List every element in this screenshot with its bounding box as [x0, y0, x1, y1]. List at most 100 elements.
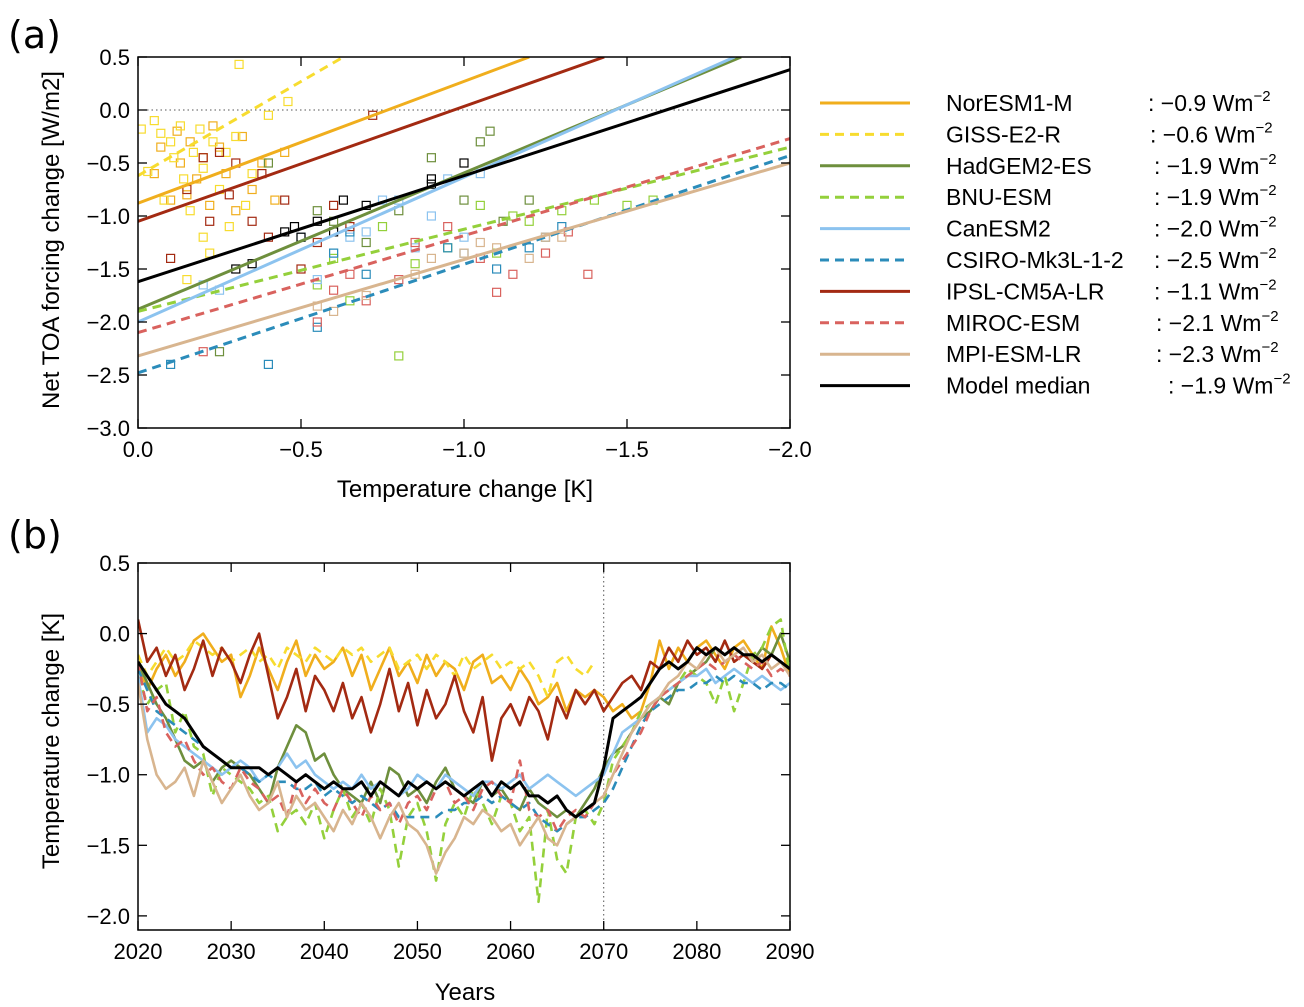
panel-b-y-tick-label: −0.5 [87, 692, 130, 717]
point-giss-e2-r [224, 222, 234, 232]
panel-a-x-tick-label: −2.0 [768, 437, 811, 462]
point-noresm1-m [156, 142, 166, 152]
point-mpi-esm-lr [524, 253, 534, 263]
fit-line-csiro-mk3l-1-2 [138, 154, 790, 375]
point-noresm1-m [214, 142, 225, 152]
point-mpi-esm-lr [475, 237, 485, 248]
panel-a-y-tick-label: −3.0 [87, 416, 130, 441]
point-giss-e2-r [247, 169, 257, 179]
series-line-giss-e2-r [138, 639, 596, 699]
point-giss-e2-r [198, 232, 208, 242]
panel-b-y-tick-label: −2.0 [87, 904, 130, 929]
legend-value-ipsl-cm5a-lr: : −1.1 Wm−2 [1154, 276, 1277, 304]
point-hadgem2-es [426, 153, 436, 163]
point-hadgem2-es [459, 195, 469, 205]
fit-line-model-median [138, 68, 790, 284]
point-giss-e2-r [240, 200, 251, 210]
fit-line-giss-e2-r [138, 57, 345, 178]
legend-label-ipsl-cm5a-lr: IPSL-CM5A-LR [946, 278, 1104, 304]
point-csiro-mk3l-1-2 [443, 243, 453, 253]
panel-a: (a) Temperature change [K] Net TOA forci… [8, 13, 812, 503]
legend-value-csiro-mk3l-1-2: : −2.5 Wm−2 [1154, 245, 1277, 273]
point-noresm1-m [257, 158, 267, 168]
point-noresm1-m [182, 190, 192, 200]
panel-a-y-tick-label: 0.0 [99, 98, 130, 123]
point-bnu-esm [410, 259, 420, 269]
legend: NorESM1-M: −0.9 Wm−2 GISS-E2-R: −0.6 Wm−2… [820, 88, 1291, 399]
panel-a-y-tick-label: −0.5 [87, 151, 130, 176]
point-csiro-mk3l-1-2 [312, 322, 322, 332]
point-hadgem2-es [485, 126, 495, 136]
panel-b-x-tick-label: 2080 [672, 939, 721, 964]
point-noresm1-m [208, 121, 218, 131]
panel-b-x-tick-label: 2040 [300, 939, 349, 964]
point-giss-e2-r [231, 131, 241, 142]
panel-b-x-tick-label: 2090 [766, 939, 815, 964]
point-model-median [426, 174, 436, 184]
point-giss-e2-r [149, 115, 159, 126]
point-canesm2 [345, 232, 355, 242]
legend-label-model-median: Model median [946, 373, 1090, 399]
point-model-median [459, 158, 469, 168]
panel-b-y-tick-label: 0.0 [99, 622, 130, 647]
point-miroc-esm [540, 248, 551, 258]
point-giss-e2-r [195, 124, 205, 134]
panel-b-plot-frame [137, 562, 791, 931]
legend-label-csiro-mk3l-1-2: CSIRO-Mk3L-1-2 [946, 247, 1124, 273]
point-csiro-mk3l-1-2 [329, 248, 339, 258]
fit-line-canesm2 [138, 57, 736, 324]
point-miroc-esm [345, 269, 355, 279]
point-giss-e2-r [179, 174, 189, 184]
point-miroc-esm [492, 287, 502, 297]
point-csiro-mk3l-1-2 [361, 269, 371, 279]
legend-label-mpi-esm-lr: MPI-ESM-LR [946, 341, 1081, 367]
panel-b: (b) Years Temperature change [K] 2020 203… [8, 513, 814, 1006]
legend-label-miroc-esm: MIROC-ESM [946, 310, 1080, 336]
point-noresm1-m [198, 153, 208, 163]
point-bnu-esm [312, 280, 322, 290]
legend-label-canesm2: CanESM2 [946, 216, 1051, 242]
panel-a-y-tick-label: 0.5 [99, 45, 130, 70]
fit-line-miroc-esm [138, 137, 790, 335]
point-mpi-esm-lr [329, 306, 339, 316]
point-giss-e2-r [185, 206, 195, 216]
legend-value-model-median: : −1.9 Wm−2 [1168, 371, 1291, 399]
point-miroc-esm [443, 222, 453, 232]
panel-a-x-tick-label: −1.0 [442, 437, 485, 462]
series-line-mpi-esm-lr [138, 646, 790, 875]
series-line-canesm2 [138, 667, 790, 798]
point-ipsl-cm5a-lr [247, 216, 257, 226]
point-mpi-esm-lr [426, 253, 436, 263]
point-ipsl-cm5a-lr [166, 253, 176, 263]
point-canesm2 [426, 211, 436, 221]
point-ipsl-cm5a-lr [205, 216, 215, 226]
panel-a-x-label: Temperature change [K] [337, 476, 593, 503]
point-noresm1-m [149, 169, 159, 179]
point-ipsl-cm5a-lr [329, 200, 339, 210]
series-line-bnu-esm [138, 618, 790, 904]
point-noresm1-m [247, 184, 257, 195]
point-bnu-esm [394, 351, 404, 361]
point-canesm2 [361, 227, 371, 237]
point-canesm2 [329, 248, 339, 258]
point-ipsl-cm5a-lr [198, 153, 208, 163]
point-bnu-esm [443, 243, 453, 253]
point-giss-e2-r [198, 163, 208, 173]
panel-a-x-tick-label: −1.5 [605, 437, 648, 462]
panel-a-y-label: Net TOA forcing change [W/m2] [38, 71, 65, 409]
fit-line-mpi-esm-lr [138, 161, 790, 358]
legend-label-noresm1-m: NorESM1-M [946, 90, 1073, 116]
point-giss-e2-r [138, 124, 146, 134]
point-noresm1-m [270, 195, 280, 205]
point-ipsl-cm5a-lr [224, 190, 234, 200]
point-noresm1-m [231, 206, 241, 216]
panel-b-y-tick-label: −1.5 [87, 833, 130, 858]
panel-b-x-label: Years [435, 979, 496, 1006]
fit-line-ipsl-cm5a-lr [138, 57, 605, 223]
point-bnu-esm [377, 222, 388, 232]
point-miroc-esm [312, 317, 322, 327]
panel-b-label: (b) [8, 513, 62, 557]
panel-a-x-tick-label: −0.5 [279, 437, 322, 462]
panel-b-x-tick-label: 2070 [579, 939, 628, 964]
legend-label-hadgem2-es: HadGEM2-ES [946, 153, 1092, 179]
